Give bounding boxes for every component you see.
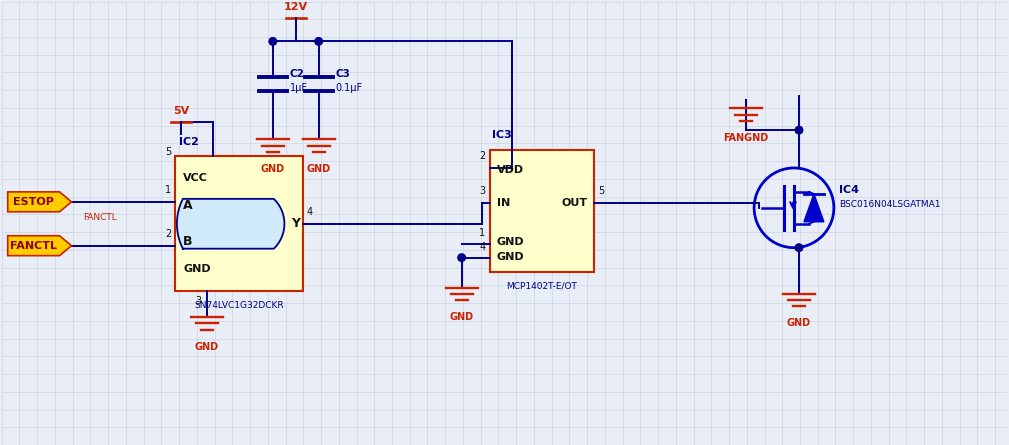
Text: Y: Y bbox=[291, 217, 300, 230]
Polygon shape bbox=[177, 199, 285, 249]
Text: FANCTL: FANCTL bbox=[84, 213, 117, 222]
Text: 0.1μF: 0.1μF bbox=[336, 83, 362, 93]
Text: C2: C2 bbox=[290, 69, 305, 79]
Text: FANGND: FANGND bbox=[723, 133, 769, 143]
Text: C3: C3 bbox=[336, 69, 350, 79]
Text: 5: 5 bbox=[598, 186, 604, 196]
Text: SN74LVC1G32DCKR: SN74LVC1G32DCKR bbox=[194, 301, 284, 310]
Text: GND: GND bbox=[496, 237, 524, 247]
Text: 3: 3 bbox=[195, 296, 201, 306]
Text: IC4: IC4 bbox=[838, 185, 859, 195]
Polygon shape bbox=[804, 194, 824, 222]
Text: A: A bbox=[183, 199, 193, 212]
Text: IC3: IC3 bbox=[491, 130, 512, 140]
FancyBboxPatch shape bbox=[489, 150, 594, 271]
Text: IN: IN bbox=[496, 198, 510, 208]
Text: BSC016N04LSGATMA1: BSC016N04LSGATMA1 bbox=[838, 200, 940, 209]
Text: GND: GND bbox=[260, 164, 285, 174]
Text: MCP1402T-E/OT: MCP1402T-E/OT bbox=[507, 282, 577, 291]
Text: VDD: VDD bbox=[496, 165, 524, 175]
Polygon shape bbox=[8, 236, 72, 256]
Circle shape bbox=[795, 126, 803, 134]
Text: 4: 4 bbox=[479, 242, 485, 252]
Circle shape bbox=[315, 38, 323, 45]
Text: VCC: VCC bbox=[183, 174, 208, 183]
Text: GND: GND bbox=[496, 252, 524, 262]
Text: 1: 1 bbox=[165, 185, 172, 195]
Text: 1μF: 1μF bbox=[290, 83, 308, 93]
Text: 2: 2 bbox=[164, 229, 172, 239]
Text: GND: GND bbox=[787, 319, 811, 328]
Text: GND: GND bbox=[183, 264, 211, 274]
Text: GND: GND bbox=[450, 312, 473, 323]
Circle shape bbox=[269, 38, 276, 45]
Text: B: B bbox=[183, 235, 193, 248]
Text: OUT: OUT bbox=[561, 198, 587, 208]
Text: FANCTL: FANCTL bbox=[10, 241, 58, 251]
Circle shape bbox=[795, 244, 803, 251]
Text: 4: 4 bbox=[307, 207, 313, 217]
Text: 5V: 5V bbox=[173, 105, 190, 116]
Polygon shape bbox=[8, 192, 72, 212]
Text: GND: GND bbox=[307, 164, 331, 174]
Text: 1: 1 bbox=[479, 228, 485, 238]
Text: 3: 3 bbox=[479, 186, 485, 196]
FancyBboxPatch shape bbox=[176, 157, 303, 291]
Text: 5: 5 bbox=[164, 146, 172, 157]
Circle shape bbox=[458, 254, 465, 261]
Text: IC2: IC2 bbox=[180, 137, 199, 146]
Text: ESTOP: ESTOP bbox=[13, 197, 54, 207]
Text: 2: 2 bbox=[479, 151, 485, 161]
Text: GND: GND bbox=[195, 342, 219, 352]
Text: 12V: 12V bbox=[284, 3, 308, 12]
